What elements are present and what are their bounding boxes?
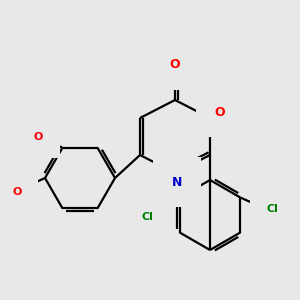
Text: Cl: Cl xyxy=(142,212,154,221)
Text: O: O xyxy=(215,106,225,118)
Text: O: O xyxy=(34,132,43,142)
Text: Cl: Cl xyxy=(266,205,278,214)
Text: O: O xyxy=(170,58,180,71)
Text: N: N xyxy=(172,176,182,188)
Text: O: O xyxy=(12,187,22,197)
